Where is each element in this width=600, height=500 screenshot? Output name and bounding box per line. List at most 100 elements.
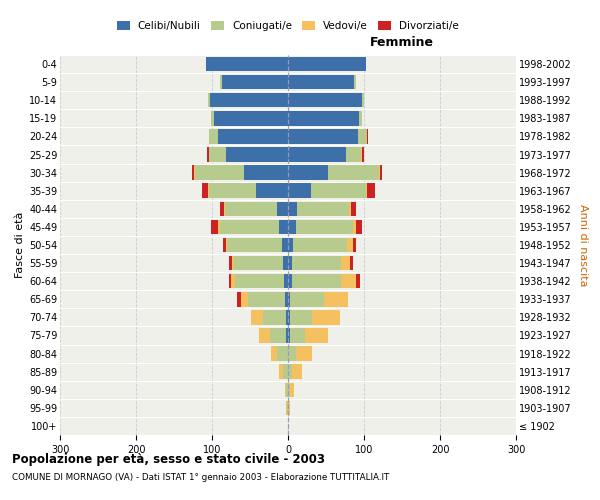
Bar [231, 274, 235, 288]
Bar [208, 148, 209, 162]
Bar [356, 220, 362, 234]
Bar [380, 166, 382, 180]
Bar [288, 400, 289, 415]
Bar [286, 310, 288, 324]
Bar [347, 238, 353, 252]
Bar [367, 129, 368, 144]
Text: COMUNE DI MORNAGO (VA) - Dati ISTAT 1° gennaio 2003 - Elaborazione TUTTITALIA.IT: COMUNE DI MORNAGO (VA) - Dati ISTAT 1° g… [12, 472, 389, 482]
Bar [288, 292, 290, 306]
Bar [220, 220, 279, 234]
Bar [288, 274, 292, 288]
Bar [288, 57, 365, 72]
Bar [354, 75, 356, 90]
Bar [214, 111, 288, 126]
Bar [279, 220, 288, 234]
Bar [232, 256, 234, 270]
Text: Femmine: Femmine [370, 36, 434, 50]
Bar [328, 166, 379, 180]
Bar [284, 274, 288, 288]
Bar [290, 328, 305, 342]
Bar [256, 184, 288, 198]
Bar [263, 310, 286, 324]
Bar [324, 292, 348, 306]
Bar [283, 364, 288, 379]
Bar [237, 292, 241, 306]
Bar [211, 220, 218, 234]
Bar [288, 238, 293, 252]
Bar [227, 238, 282, 252]
Bar [288, 111, 359, 126]
Bar [259, 328, 270, 342]
Bar [223, 238, 226, 252]
Bar [248, 292, 285, 306]
Bar [362, 93, 364, 108]
Legend: Celibi/Nubili, Coniugati/e, Vedovi/e, Divorziati/e: Celibi/Nubili, Coniugati/e, Vedovi/e, Di… [113, 16, 463, 35]
Bar [209, 148, 226, 162]
Bar [288, 310, 290, 324]
Bar [292, 274, 341, 288]
Bar [288, 93, 362, 108]
Bar [288, 256, 292, 270]
Bar [270, 328, 286, 342]
Bar [379, 166, 380, 180]
Bar [350, 256, 353, 270]
Bar [290, 310, 313, 324]
Bar [365, 184, 367, 198]
Bar [290, 382, 294, 397]
Bar [296, 220, 353, 234]
Y-axis label: Fasce di età: Fasce di età [14, 212, 25, 278]
Bar [279, 364, 283, 379]
Bar [234, 256, 283, 270]
Bar [367, 184, 374, 198]
Bar [288, 166, 328, 180]
Bar [194, 166, 244, 180]
Bar [241, 292, 248, 306]
Bar [356, 274, 360, 288]
Bar [311, 184, 365, 198]
Bar [206, 57, 288, 72]
Bar [286, 328, 288, 342]
Bar [286, 382, 288, 397]
Bar [251, 310, 263, 324]
Bar [353, 238, 356, 252]
Bar [271, 346, 277, 361]
Bar [218, 220, 220, 234]
Bar [288, 148, 346, 162]
Bar [285, 292, 288, 306]
Bar [229, 274, 231, 288]
Bar [296, 346, 313, 361]
Bar [288, 220, 296, 234]
Bar [349, 202, 351, 216]
Bar [288, 202, 297, 216]
Bar [208, 184, 209, 198]
Bar [209, 184, 256, 198]
Bar [220, 75, 222, 90]
Bar [226, 238, 227, 252]
Bar [288, 129, 358, 144]
Bar [292, 364, 302, 379]
Bar [225, 202, 277, 216]
Bar [351, 202, 356, 216]
Bar [208, 93, 211, 108]
Bar [277, 346, 288, 361]
Bar [358, 129, 367, 144]
Bar [218, 129, 288, 144]
Bar [288, 346, 296, 361]
Bar [361, 148, 362, 162]
Bar [244, 166, 288, 180]
Bar [293, 238, 347, 252]
Text: Popolazione per età, sesso e stato civile - 2003: Popolazione per età, sesso e stato civil… [12, 452, 325, 466]
Bar [286, 400, 287, 415]
Bar [341, 256, 350, 270]
Bar [288, 328, 290, 342]
Bar [313, 310, 340, 324]
Bar [297, 202, 349, 216]
Bar [305, 328, 328, 342]
Bar [211, 111, 214, 126]
Bar [282, 238, 288, 252]
Bar [285, 382, 286, 397]
Bar [220, 202, 224, 216]
Bar [353, 220, 356, 234]
Bar [211, 93, 288, 108]
Bar [359, 111, 362, 126]
